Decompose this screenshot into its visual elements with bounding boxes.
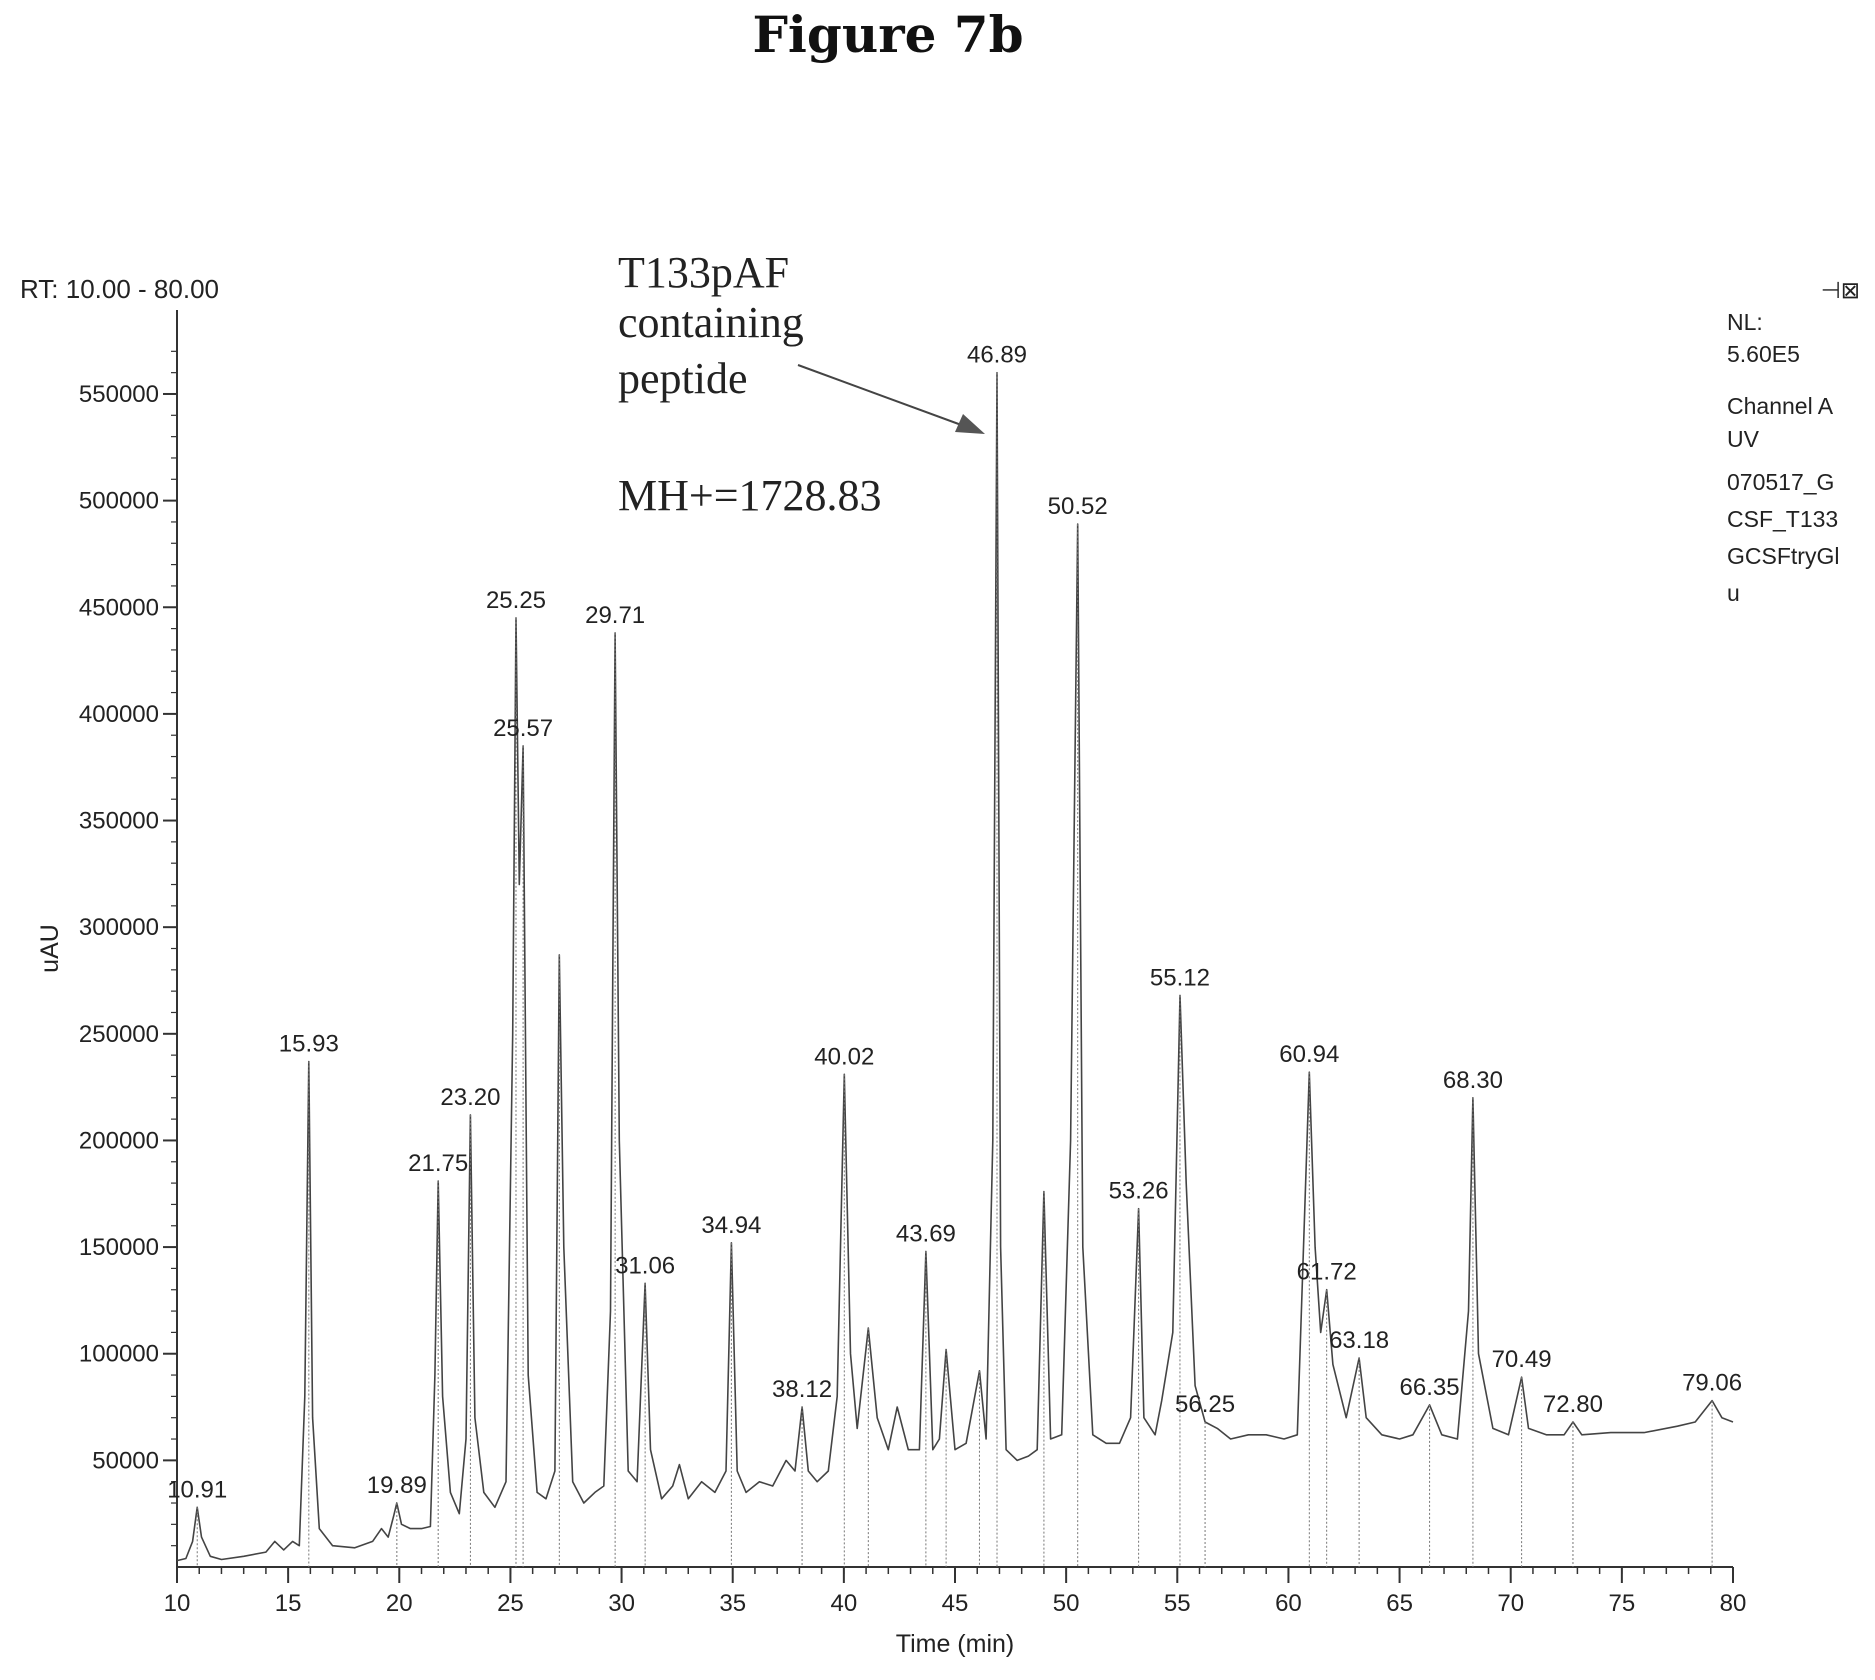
x-tick-label: 20 [386,1590,413,1617]
y-tick-label: 300000 [79,914,159,941]
y-tick-label: 450000 [79,594,159,621]
x-tick-label: 25 [497,1590,524,1617]
axes: 50000 100000 150000 200000 250000 300000 35000… [79,310,1746,1617]
peak-label: 60.94 [1279,1041,1339,1068]
peak-label: 10.91 [167,1476,227,1503]
y-tick-label: 350000 [79,808,159,835]
x-tick-label: 40 [831,1590,858,1617]
x-ticks: 10 15 20 25 30 35 40 45 50 55 60 65 70 75 80 [164,1567,1747,1617]
peak-label: 68.30 [1443,1067,1503,1094]
peak-label: 21.75 [408,1150,468,1177]
annotation-mh: MH+=1728.83 [618,471,882,520]
peak-label: 56.25 [1175,1391,1235,1418]
y-tick-label: 150000 [79,1234,159,1261]
peak-label: 53.26 [1109,1178,1169,1205]
peak-label: 66.35 [1400,1374,1460,1401]
peak-label: 61.72 [1297,1259,1357,1286]
x-axis-label: Time (min) [896,1630,1015,1658]
x-tick-label: 75 [1609,1590,1636,1617]
peak-label: 25.25 [486,587,546,614]
info-line: Channel A [1727,393,1834,419]
peak-label: 19.89 [367,1472,427,1499]
info-line: NL: [1727,309,1763,335]
info-line: 070517_G [1727,469,1834,495]
peak-label: 43.69 [896,1220,956,1247]
rt-range-label: RT: 10.00 - 80.00 [20,274,219,304]
peak-label: 29.71 [585,602,645,629]
corner-mark-icon: ⊣⊠ [1821,277,1860,303]
peak-label: 70.49 [1492,1346,1552,1373]
peak-label: 15.93 [279,1031,339,1058]
peak-pins [196,372,1713,1567]
x-tick-label: 65 [1386,1590,1413,1617]
x-tick-label: 55 [1164,1590,1191,1617]
peak-label: 38.12 [772,1376,832,1403]
annotation-arrow-line [797,364,976,431]
y-tick-label: 50000 [92,1447,159,1474]
x-tick-label: 50 [1053,1590,1080,1617]
x-tick-label: 80 [1720,1590,1747,1617]
x-tick-label: 30 [608,1590,635,1617]
y-tick-label: 400000 [79,701,159,728]
peak-label: 50.52 [1048,493,1108,520]
peak-label: 46.89 [967,342,1027,369]
peak-label: 23.20 [440,1084,500,1111]
peak-label: 63.18 [1329,1327,1389,1354]
x-tick-label: 10 [164,1590,191,1617]
peak-label: 72.80 [1543,1391,1603,1418]
info-line: UV [1727,426,1760,452]
info-line: 5.60E5 [1727,341,1800,367]
minor-ticks [171,350,1734,1574]
peak-label: 79.06 [1682,1370,1742,1397]
x-tick-label: 70 [1497,1590,1524,1617]
peak-label: 40.02 [814,1043,874,1070]
y-tick-label: 500000 [79,488,159,515]
info-box: NL: 5.60E5 Channel A UV 070517_G CSF_T13… [1727,309,1839,606]
peak-label: 34.94 [701,1212,761,1239]
y-tick-label: 550000 [79,381,159,408]
x-tick-label: 35 [719,1590,746,1617]
peak-label: 31.06 [615,1252,675,1279]
y-ticks: 50000 100000 150000 200000 250000 300000 35000… [79,381,177,1474]
annotation-arrow-head [955,414,985,434]
annotation-line: T133pAF [618,248,789,297]
annotation: T133pAF containing peptide MH+=1728.83 [618,248,985,520]
x-tick-label: 45 [942,1590,969,1617]
info-line: u [1727,580,1740,606]
figure-title: Figure 7b [752,5,1023,64]
annotation-line: peptide [618,354,748,403]
y-axis-label: uAU [36,924,64,973]
y-tick-label: 100000 [79,1341,159,1368]
x-tick-label: 60 [1275,1590,1302,1617]
y-tick-label: 200000 [79,1127,159,1154]
y-tick-label: 250000 [79,1021,159,1048]
info-line: CSF_T133 [1727,506,1838,532]
info-line: GCSFtryGl [1727,543,1839,569]
peak-label: 55.12 [1150,964,1210,991]
peak-labels: 10.91 15.93 19.89 21.75 23.20 25.25 25.57 29.71… [167,342,1742,1504]
chromatogram-trace [176,371,1734,1562]
annotation-line: containing [618,298,804,347]
x-tick-label: 15 [275,1590,302,1617]
peak-label: 25.57 [493,715,553,742]
